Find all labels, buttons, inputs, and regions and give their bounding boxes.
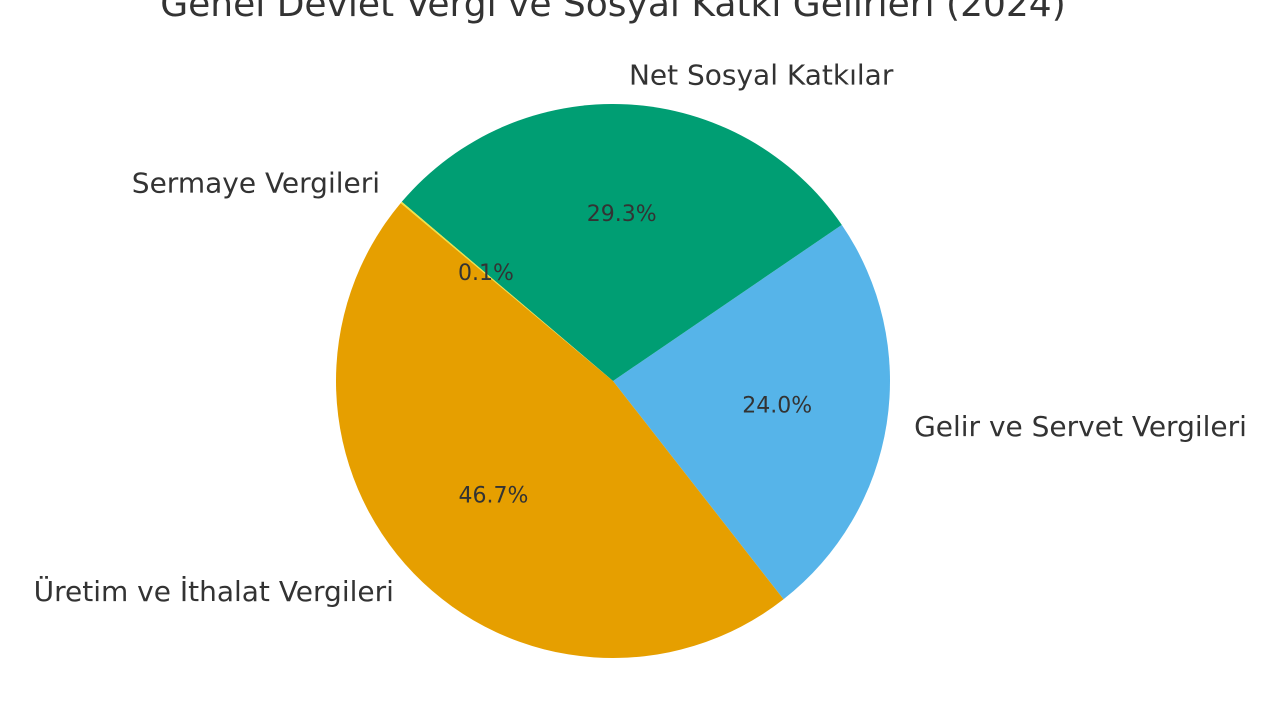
category-label: Gelir ve Servet Vergileri — [914, 410, 1247, 443]
percent-label: 29.3% — [587, 202, 657, 227]
pie-slice — [613, 224, 890, 600]
pie-slice — [401, 104, 842, 381]
category-label: Üretim ve İthalat Vergileri — [34, 574, 394, 608]
percent-label: 24.0% — [742, 394, 812, 419]
percent-label: 0.1% — [458, 261, 514, 286]
category-label: Sermaye Vergileri — [132, 167, 380, 200]
chart-title: Genel Devlet Vergi ve Sosyal Katkı Gelir… — [160, 0, 1066, 25]
category-label: Net Sosyal Katkılar — [629, 59, 894, 92]
percent-label: 46.7% — [459, 484, 529, 509]
pie-slice — [400, 201, 613, 381]
pie-slice — [335, 203, 784, 659]
